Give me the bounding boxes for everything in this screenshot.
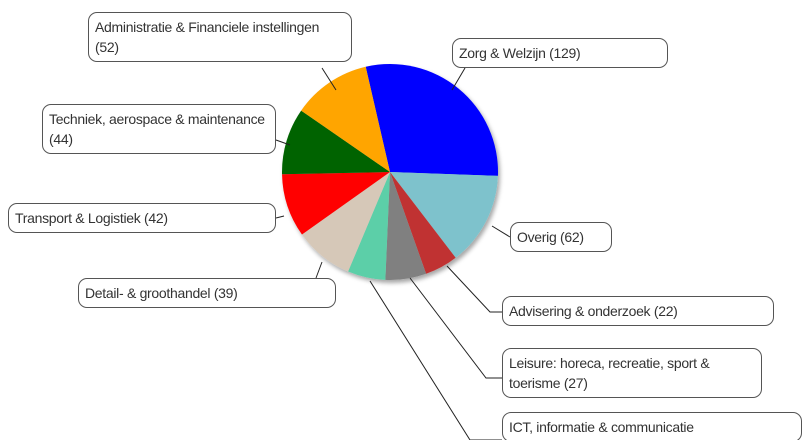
leader-line <box>491 225 511 238</box>
pie-slice <box>390 172 456 274</box>
pie-slice <box>282 110 390 175</box>
slice-label: Techniek, aerospace & maintenance (44) <box>42 104 276 154</box>
slice-label: Zorg & Welzijn (129) <box>452 38 668 68</box>
pie-slice <box>348 172 390 280</box>
pie-slice <box>301 172 390 272</box>
slice-label: Detail- & groothandel (39) <box>78 278 336 308</box>
pie-slice <box>282 172 390 235</box>
pie <box>282 64 498 280</box>
slice-label: Overig (62) <box>510 222 612 252</box>
pie-slice <box>385 172 427 280</box>
leader-line <box>446 265 502 313</box>
slice-label: Leisure: horeca, recreatie, sport & toer… <box>502 348 762 398</box>
pie-slice <box>390 172 498 258</box>
leader-line <box>315 261 323 279</box>
leader-line <box>321 67 337 91</box>
slice-label: Administratie & Financiele instellingen … <box>88 12 352 62</box>
pie-slice <box>365 64 498 176</box>
pie-slice <box>301 66 390 172</box>
leader-line <box>409 277 502 379</box>
leader-lines <box>275 67 511 440</box>
slice-label: Advisering & onderzoek (22) <box>502 296 774 326</box>
leader-line <box>451 67 466 91</box>
slice-label: Transport & Logistiek (42) <box>8 203 276 233</box>
leader-line <box>369 280 502 440</box>
slice-label: ICT, informatie & communicatie <box>502 412 802 440</box>
leader-line <box>275 215 285 219</box>
leader-line <box>275 139 291 146</box>
